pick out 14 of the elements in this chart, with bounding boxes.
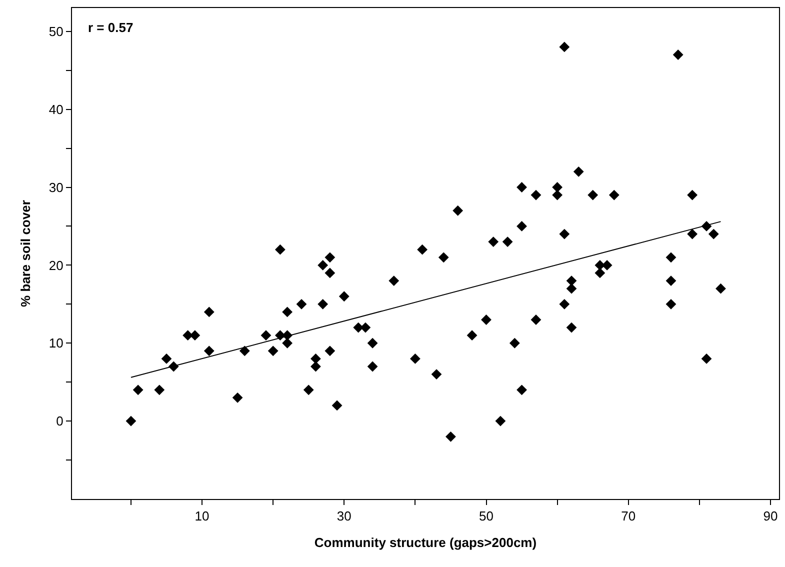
x-tick-label: 70 [621, 508, 636, 524]
y-axis-title: % bare soil cover [18, 200, 33, 307]
y-tick-label: 40 [48, 102, 64, 117]
y-tick-label: 0 [56, 414, 64, 429]
y-tick-label: 20 [48, 258, 64, 273]
x-tick-label: 10 [194, 508, 210, 524]
annotation: r = 0.57 [88, 20, 134, 35]
x-tick-label: 90 [763, 508, 778, 524]
y-tick-label: 30 [48, 180, 64, 195]
y-tick-label: 50 [48, 24, 64, 39]
y-tick-label: 10 [48, 336, 64, 351]
x-axis-title: Community structure (gaps>200cm) [314, 535, 537, 550]
x-tick-label: 50 [479, 508, 494, 524]
x-tick-label: 30 [336, 508, 352, 524]
